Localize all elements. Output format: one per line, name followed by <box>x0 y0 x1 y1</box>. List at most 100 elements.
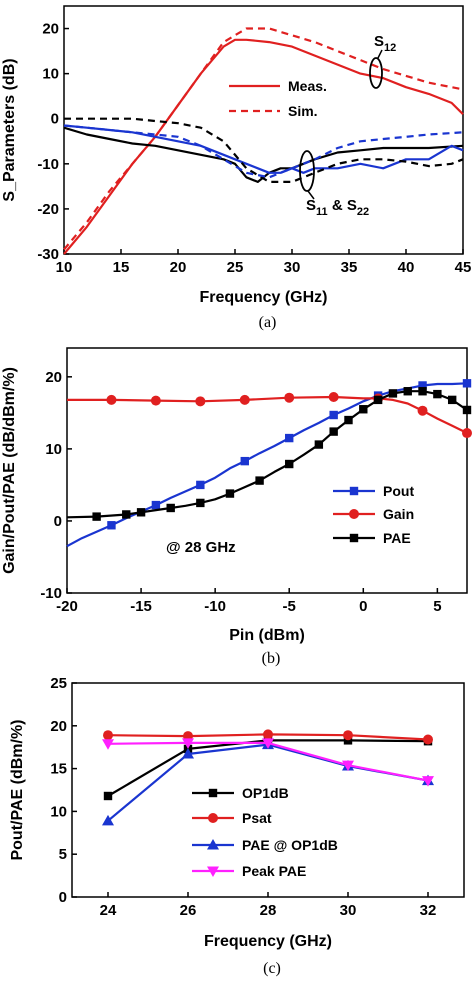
data-point <box>195 396 206 407</box>
y-tick-label: -20 <box>37 201 59 218</box>
data-point <box>151 500 161 510</box>
annotation-s12-sub: 12 <box>384 42 396 54</box>
series-line <box>63 38 464 255</box>
data-point <box>225 489 235 498</box>
x-axis-title: Frequency (GHz) <box>199 289 327 306</box>
data-point <box>102 739 114 750</box>
series-pae <box>66 387 472 521</box>
annotation-s12: S12 <box>374 33 396 54</box>
data-point <box>92 512 101 521</box>
plot-frame <box>66 347 468 594</box>
legend-marker <box>349 486 359 496</box>
series-line <box>66 382 468 548</box>
x-axis-title: Frequency (GHz) <box>204 933 332 950</box>
annotation-part: 22 <box>357 206 369 218</box>
data-point <box>103 791 113 801</box>
series-line <box>67 395 468 434</box>
data-point <box>285 459 294 469</box>
data-point <box>359 405 368 414</box>
x-tick-label: 30 <box>284 259 301 276</box>
series-sim- <box>63 27 464 251</box>
x-tick-label: 35 <box>341 259 358 276</box>
y-tick-label: -10 <box>37 156 59 173</box>
chart-a: 10 15 20 25 30 35 40 45 -30 -20 -10 0 10 20 Frequency … <box>1 5 472 331</box>
series-line <box>63 124 464 179</box>
plot-frame <box>63 5 464 255</box>
data-point <box>263 729 273 740</box>
legend-marker <box>207 839 219 850</box>
data-point <box>388 389 398 398</box>
x-tick-label: -15 <box>130 598 152 615</box>
x-tick-label: -10 <box>204 598 226 615</box>
annotation-part: & S <box>328 197 357 214</box>
x-tick-label: 45 <box>455 259 472 276</box>
legend-label: OP1dB <box>242 785 289 801</box>
annotation-leader <box>377 49 383 59</box>
series-s22-meas <box>63 124 464 174</box>
annotation-s11-s22: S11 & S22 <box>306 197 369 218</box>
data-point <box>102 814 114 826</box>
annotation-s12-main: S <box>374 33 384 50</box>
data-point <box>342 760 354 772</box>
data-point <box>239 394 250 405</box>
y-axis-title: Gain/Pout/PAE (dB/dBm/%) <box>1 367 18 574</box>
x-tick-label: 5 <box>433 598 441 615</box>
data-point <box>462 405 472 415</box>
data-point <box>344 415 353 425</box>
data-point <box>343 736 353 745</box>
x-tick-label: -20 <box>56 598 78 615</box>
data-point <box>329 427 338 436</box>
data-point <box>240 456 249 466</box>
annotation-part: S <box>306 197 316 214</box>
series-line <box>64 117 464 183</box>
series-line <box>63 27 464 251</box>
series-psat <box>103 729 433 745</box>
annotation-ellipse <box>299 150 315 192</box>
legend-b: Pout Gain PAE <box>333 483 414 546</box>
y-tick-label: 10 <box>45 441 62 458</box>
y-tick-label: 25 <box>50 675 67 692</box>
x-tick-label: 0 <box>359 598 367 615</box>
legend-label: PAE @ OP1dB <box>242 837 338 853</box>
chart-caption: (b) <box>262 650 281 667</box>
data-point <box>329 410 338 420</box>
y-axis-title: Pout/PAE (dBm/%) <box>9 719 26 860</box>
x-tick-label: 30 <box>340 902 357 919</box>
data-point <box>284 392 295 403</box>
data-point <box>103 730 113 741</box>
legend-label: PAE <box>383 530 411 546</box>
x-axis-title: Pin (dBm) <box>229 627 305 644</box>
data-point <box>166 503 175 513</box>
legend-marker <box>208 788 218 798</box>
y-tick-label: 0 <box>54 513 62 530</box>
y-tick-label: 10 <box>42 66 59 83</box>
y-tick-label: -10 <box>40 585 62 602</box>
legend-marker <box>207 866 219 877</box>
data-point <box>423 734 433 745</box>
legend-label: Gain <box>383 506 414 522</box>
chart-caption: (a) <box>259 314 277 331</box>
data-point <box>314 440 324 449</box>
series-peak-pae <box>102 738 434 787</box>
y-tick-label: 10 <box>50 803 67 820</box>
legend-marker <box>349 533 359 543</box>
series-line <box>63 124 464 174</box>
x-tick-label: 24 <box>100 902 117 919</box>
data-point <box>447 395 457 405</box>
y-axis-title: S_Parameters (dB) <box>1 58 18 201</box>
data-point <box>136 508 146 517</box>
legend-marker <box>349 509 359 519</box>
data-point <box>433 389 442 399</box>
series-s22-sim <box>63 124 464 179</box>
x-tick-label: 40 <box>398 259 415 276</box>
annotation-leader <box>307 190 315 200</box>
data-point <box>196 480 205 490</box>
data-point <box>328 392 339 402</box>
x-tick-label: 26 <box>180 902 197 919</box>
data-point <box>418 381 427 390</box>
data-point <box>462 428 472 439</box>
data-point <box>403 387 412 396</box>
x-tick-label: 28 <box>260 902 277 919</box>
data-point <box>343 730 353 741</box>
